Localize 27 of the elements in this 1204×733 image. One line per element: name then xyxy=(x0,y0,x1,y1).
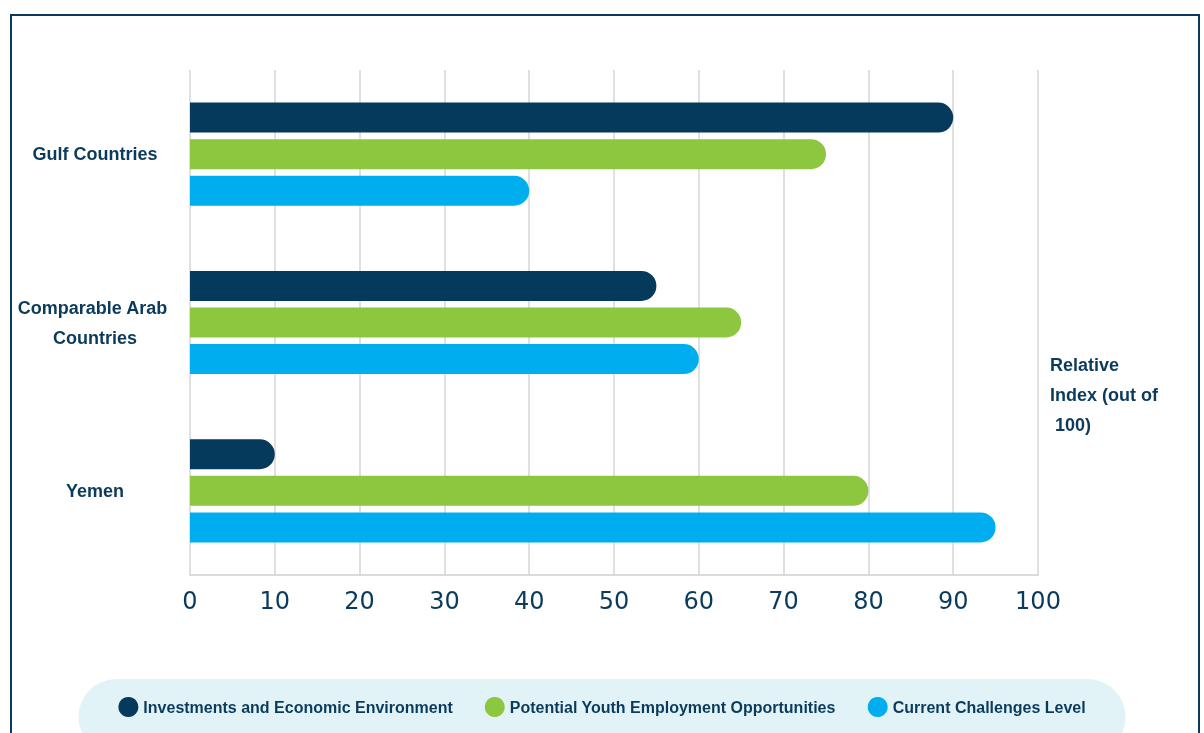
x-tick-label: 50 xyxy=(598,587,630,615)
y-tick-label: Comparable Arab Countries xyxy=(17,297,173,348)
x-tick-label: 70 xyxy=(768,587,799,615)
bar xyxy=(190,270,657,301)
x-tick-label: 80 xyxy=(853,587,884,615)
bar xyxy=(190,102,954,133)
legend-label: Current Challenges Level xyxy=(892,698,1086,716)
x-tick-label: 30 xyxy=(429,587,460,615)
legend-label: Potential Youth Employment Opportunities xyxy=(509,698,836,716)
y-tick-label: Yemen xyxy=(65,480,125,501)
x-axis-title: Relative Index (out of 100) xyxy=(1050,355,1159,435)
y-tick-label: Gulf Countries xyxy=(32,144,158,165)
bar xyxy=(190,139,826,170)
x-tick-label: 60 xyxy=(683,587,715,615)
bar xyxy=(190,475,869,506)
x-tick-label: 90 xyxy=(937,587,969,615)
x-tick-label: 100 xyxy=(1015,587,1061,615)
bar xyxy=(190,175,530,206)
x-tick-label: 0 xyxy=(182,587,198,615)
bar xyxy=(190,307,742,338)
x-tick-label: 10 xyxy=(259,587,291,615)
bar xyxy=(190,439,275,470)
legend-label: Investments and Economic Environment xyxy=(143,698,454,716)
x-tick-label: 20 xyxy=(344,587,375,615)
bar xyxy=(190,344,699,375)
bar xyxy=(190,512,996,543)
x-tick-label: 40 xyxy=(513,587,545,615)
